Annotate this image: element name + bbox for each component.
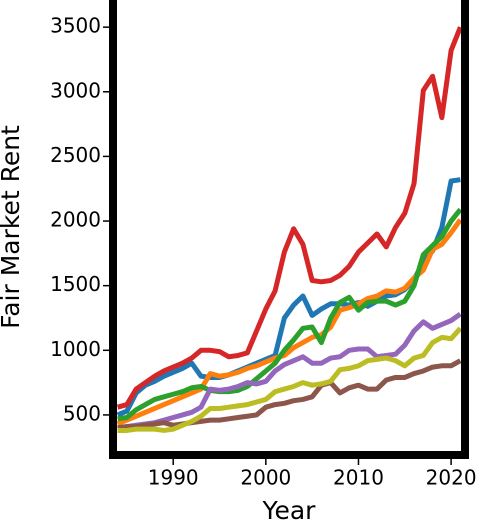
line-series xyxy=(117,312,462,431)
line-series xyxy=(116,26,463,410)
x-tick-label: 2020 xyxy=(426,466,477,490)
y-tick-label: 3000 xyxy=(50,78,101,102)
line-series xyxy=(117,207,463,422)
x-tick-label: 1990 xyxy=(148,466,199,490)
y-tick-label: 1000 xyxy=(50,337,101,361)
line-series xyxy=(117,326,463,433)
line-series xyxy=(116,218,463,427)
y-tick-label: 3500 xyxy=(50,14,101,38)
x-axis-label: Year xyxy=(262,496,317,525)
y-axis-label: Fair Market Rent xyxy=(0,125,25,329)
y-tick-label: 500 xyxy=(63,401,101,425)
plot-frame xyxy=(109,0,469,459)
line-series xyxy=(117,358,462,431)
x-tick-label: 2000 xyxy=(240,466,291,490)
y-tick-label: 2500 xyxy=(50,143,101,167)
x-tick-label: 2010 xyxy=(333,466,384,490)
y-tick-label: 2000 xyxy=(50,208,101,232)
y-tick-label: 1500 xyxy=(50,272,101,296)
plot-area xyxy=(116,26,463,433)
